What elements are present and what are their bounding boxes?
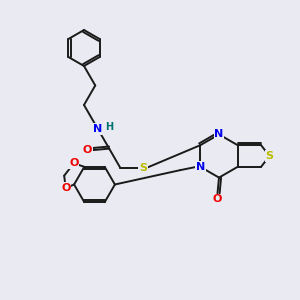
Text: N: N	[196, 162, 205, 172]
Text: O: O	[82, 145, 92, 155]
Text: S: S	[266, 151, 274, 161]
Text: N: N	[93, 124, 103, 134]
Text: O: O	[213, 194, 222, 204]
Text: H: H	[105, 122, 113, 132]
Text: O: O	[61, 183, 70, 193]
Text: O: O	[69, 158, 79, 168]
Text: S: S	[139, 163, 147, 173]
Text: N: N	[214, 129, 224, 140]
